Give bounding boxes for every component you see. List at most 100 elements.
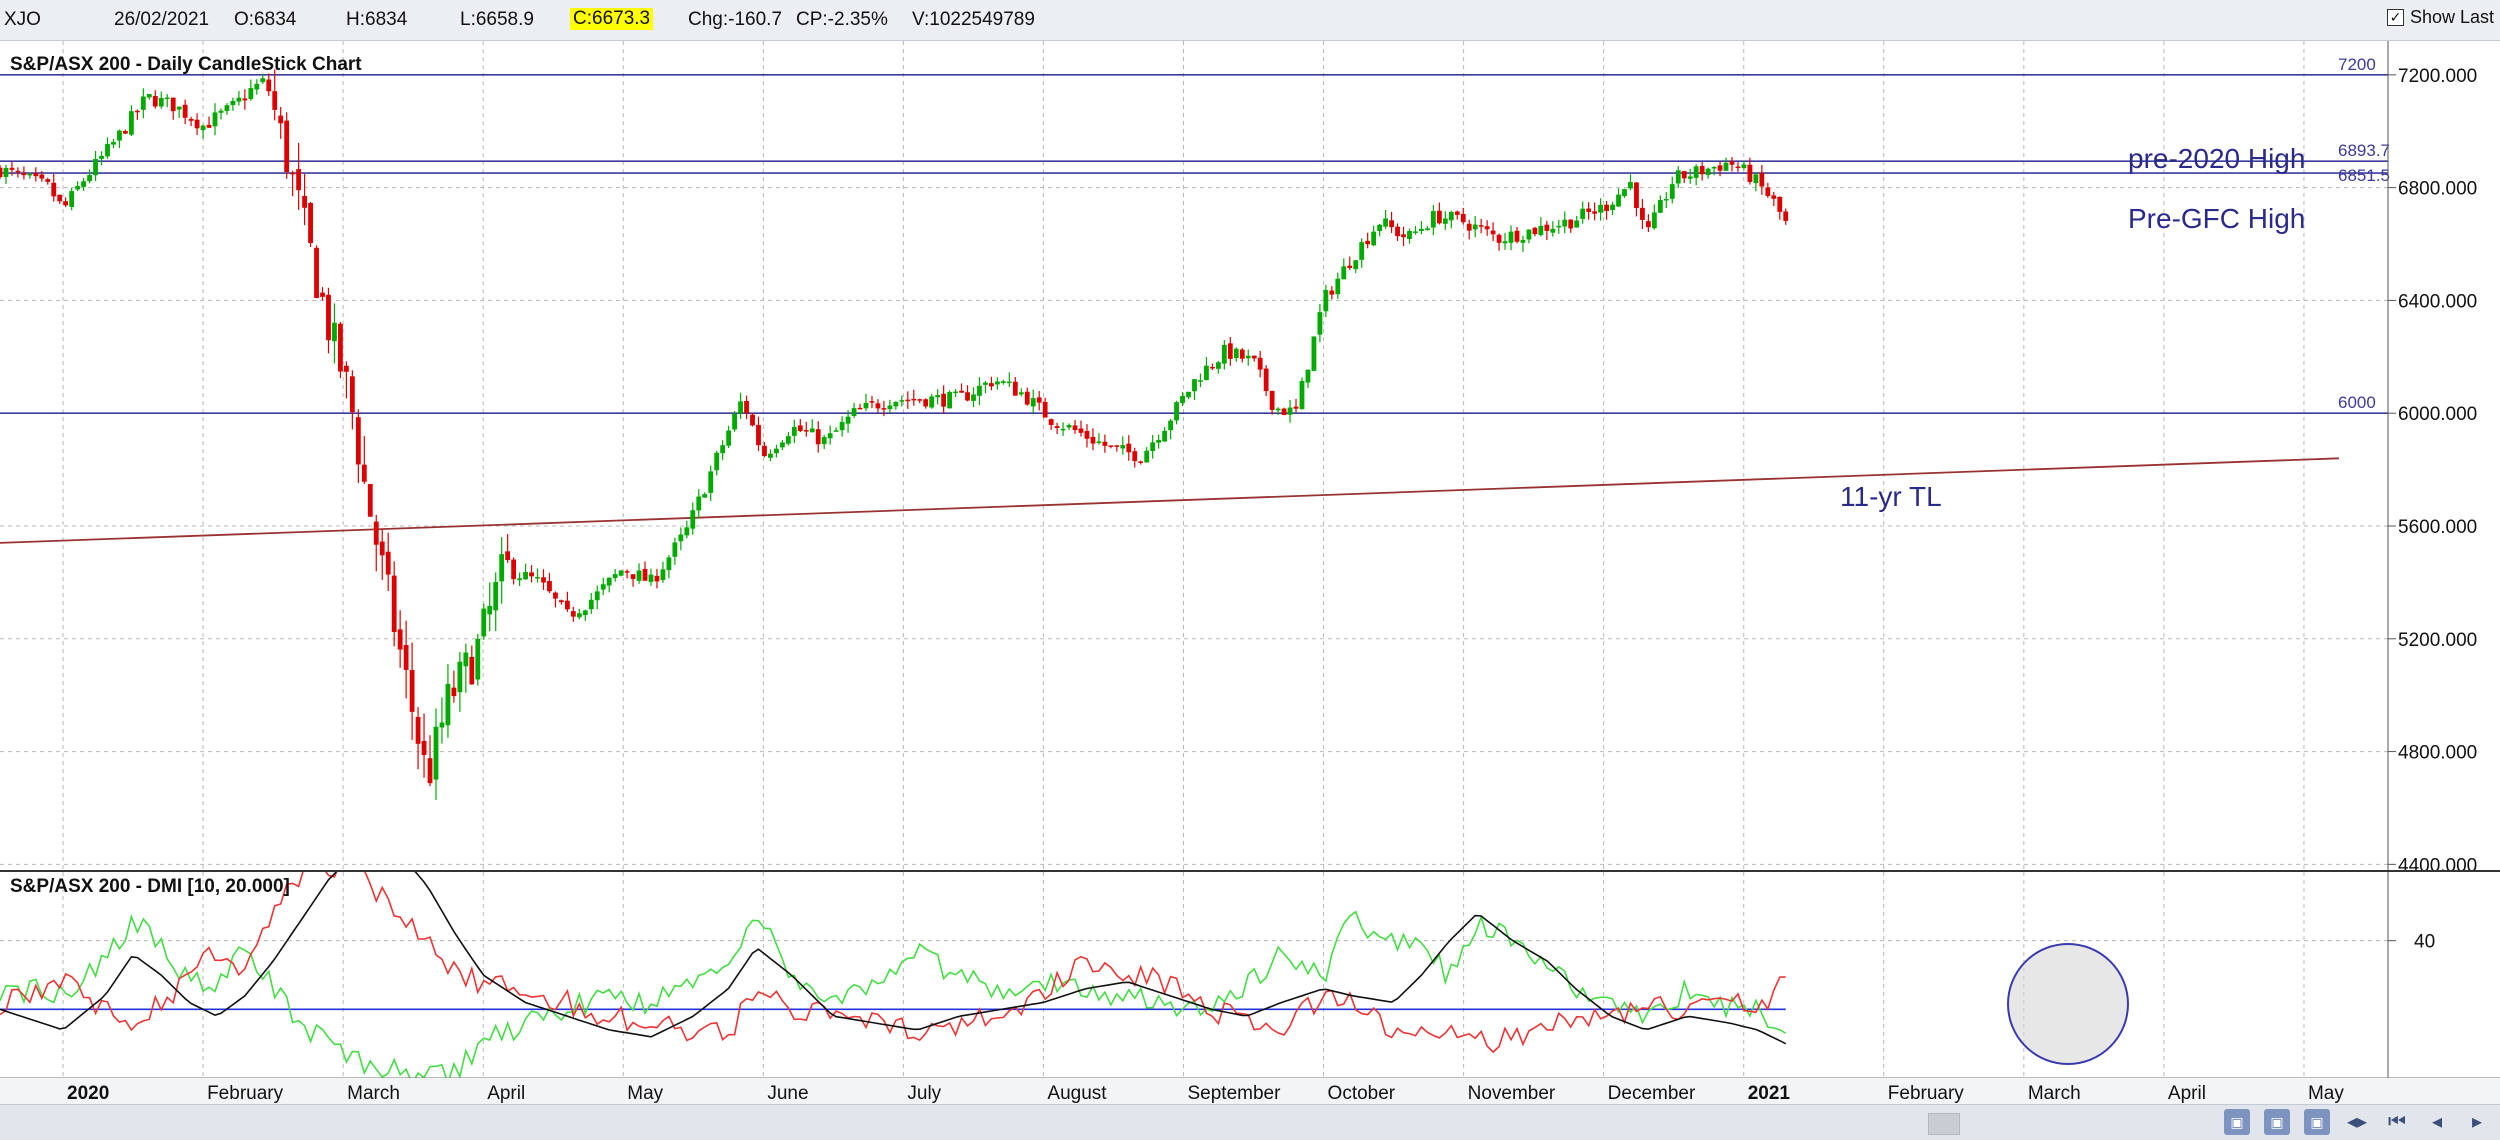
candle-body (1550, 228, 1556, 233)
candle-body (332, 322, 337, 342)
x-axis-label: March (347, 1083, 400, 1104)
open-value: O:6834 (234, 9, 297, 30)
candle-body (911, 398, 917, 401)
candle-body (1323, 290, 1329, 312)
fit-view-icon[interactable]: ▣ (2304, 1109, 2330, 1135)
x-axis-label: February (1888, 1083, 1965, 1104)
candle-body (146, 94, 152, 98)
candle-body (535, 576, 540, 579)
step-forward-icon[interactable]: ▸ (2471, 1111, 2483, 1133)
horizontal-level-lines: 7200 6893.7 6851.5 6000 (0, 55, 2390, 544)
candle-body (1233, 348, 1239, 359)
expand-icon[interactable]: ◂▸ (2346, 1111, 2368, 1133)
candle-body (827, 433, 833, 439)
candle-body (1227, 343, 1233, 359)
candle-body (1359, 242, 1365, 260)
y-tick-label: 6000.000 (2398, 404, 2477, 425)
candle-body (469, 656, 475, 685)
candle-body (738, 401, 743, 414)
candle-body (1126, 443, 1132, 453)
candle-body (1723, 162, 1729, 171)
candle-body (343, 365, 349, 372)
level-label: 6851.5 (2338, 166, 2390, 185)
close-value: C:6673.3 (570, 8, 654, 30)
candle-body (1239, 349, 1245, 359)
candle-body (1281, 408, 1287, 416)
candle-body (797, 425, 803, 432)
level-label: 6893.7 (2338, 141, 2390, 160)
show-last-checkbox[interactable]: ✓ (2386, 9, 2404, 26)
candle-body (230, 100, 236, 106)
candle-body (505, 551, 511, 560)
candle-body (684, 527, 690, 536)
candle-body (51, 182, 57, 197)
dmi-lines (0, 872, 1787, 1078)
candle-body (517, 578, 522, 581)
candle-body (1209, 366, 1215, 369)
candle-body (1735, 166, 1741, 169)
chart-canvas[interactable]: 7200 6893.7 6851.5 6000 2020 February March Ap… (0, 41, 2500, 1104)
candle-body (1580, 208, 1586, 219)
candle-body (1269, 390, 1275, 410)
candle-body (1442, 218, 1448, 224)
candle-body (475, 638, 481, 680)
step-back-icon[interactable]: ◂ (2431, 1111, 2443, 1133)
candle-body (1168, 420, 1173, 431)
candle-body (493, 581, 499, 611)
change-value: Chg:-160.7 (688, 9, 783, 30)
candle-body (1741, 164, 1747, 169)
candle-body (415, 716, 421, 744)
candle-body (1413, 231, 1418, 233)
volume-value: V:1022549789 (912, 9, 1035, 30)
candle-body (1675, 170, 1681, 184)
candle-body (391, 575, 397, 633)
candle-body (1060, 428, 1066, 431)
candle-body (379, 541, 385, 556)
candle-body (564, 600, 570, 610)
candle-body (1765, 187, 1771, 196)
candle-body (756, 424, 761, 446)
candle-body (1532, 227, 1538, 235)
candle-body (702, 494, 708, 498)
candle-body (821, 437, 827, 445)
candle-body (487, 605, 493, 615)
candle-body (1472, 224, 1478, 230)
pre-gfc-high-annotation: Pre-GFC High (2128, 203, 2305, 234)
axes: 2020 February March April May June July August S… (0, 41, 2500, 1104)
candle-body (851, 408, 857, 417)
scrollbar[interactable]: ▣ ▣ ▣ ◂▸ ⏮ ◂ ▸ (0, 1104, 2500, 1140)
candle-body (1066, 425, 1072, 428)
scroll-thumb[interactable] (1928, 1113, 1960, 1135)
candlesticks (0, 69, 1789, 801)
zoom-in-icon[interactable]: ▣ (2264, 1109, 2290, 1135)
candle-body (1078, 428, 1084, 433)
candle-body (1215, 362, 1221, 369)
candle-body (1448, 211, 1454, 221)
candle-body (917, 399, 923, 401)
highlight-circle (2007, 943, 2129, 1065)
candle-body (732, 413, 738, 430)
candle-body (1138, 461, 1144, 463)
candle-body (1245, 355, 1251, 359)
zoom-out-icon[interactable]: ▣ (2224, 1109, 2250, 1135)
show-last-toggle[interactable]: ✓ Show Last (2386, 7, 2494, 28)
candle-body (642, 568, 648, 581)
candle-body (1156, 439, 1162, 443)
candle-body (403, 644, 409, 670)
candle-body (618, 570, 624, 576)
main-chart-title: S&P/ASX 200 - Daily CandleStick Chart (10, 54, 362, 75)
x-axis-label: July (907, 1083, 941, 1104)
candle-body (809, 428, 815, 433)
candle-body (600, 584, 606, 590)
candle-body (1717, 165, 1723, 171)
x-axis-label: April (487, 1083, 525, 1104)
candle-body (1669, 184, 1675, 199)
go-first-icon[interactable]: ⏮ (2388, 1111, 2406, 1133)
candle-body (1120, 445, 1126, 449)
candle-body (588, 599, 594, 610)
candle-body (1610, 204, 1615, 211)
candle-body (355, 417, 361, 465)
candle-body (1520, 239, 1526, 243)
candle-body (1538, 225, 1544, 235)
level-label: 7200 (2338, 55, 2376, 74)
